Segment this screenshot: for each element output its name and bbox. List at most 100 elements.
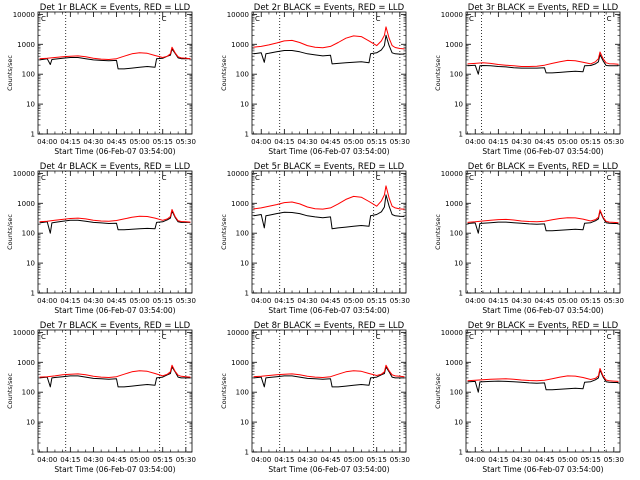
x-tick-label: 04:00 xyxy=(251,456,271,464)
y-axis-label: Counts/sec xyxy=(6,214,14,250)
y-tick-label: 100 xyxy=(236,71,249,79)
x-tick-label: 04:00 xyxy=(465,297,485,305)
series-line-lld xyxy=(39,364,191,378)
y-tick-label: 1000 xyxy=(231,200,249,208)
series-line-events xyxy=(467,54,619,75)
y-tick-label: 10 xyxy=(240,419,249,427)
y-tick-label: 100 xyxy=(22,71,35,79)
plot-frame xyxy=(37,11,193,135)
x-tick-label: 05:00 xyxy=(558,138,578,146)
x-tick-label: 05:15 xyxy=(367,456,387,464)
plot-frame xyxy=(465,11,621,135)
y-tick-label: 1 xyxy=(245,131,249,139)
x-tick-label: 04:30 xyxy=(83,297,103,305)
x-tick-label: 04:30 xyxy=(297,297,317,305)
chart-panel-9: Det 9r BLACK = Events, RED = LLD Start Ti… xyxy=(434,321,624,474)
y-tick-label: 10000 xyxy=(13,11,35,19)
x-tick-label: 05:00 xyxy=(130,138,150,146)
y-tick-label: 10 xyxy=(240,101,249,109)
y-tick-label: 10000 xyxy=(13,329,35,337)
x-tick-label: 05:15 xyxy=(367,138,387,146)
x-tick-label: 05:30 xyxy=(390,456,410,464)
flag-letter-start: C xyxy=(469,333,474,341)
x-tick-label: 04:30 xyxy=(511,297,531,305)
x-tick-label: 05:30 xyxy=(604,297,624,305)
x-tick-label: 05:15 xyxy=(581,138,601,146)
flag-letter-start: C xyxy=(255,333,260,341)
x-tick-label: 04:45 xyxy=(106,297,126,305)
x-tick-label: 04:30 xyxy=(297,456,317,464)
x-tick-label: 04:30 xyxy=(83,456,103,464)
x-tick-label: 05:00 xyxy=(130,297,150,305)
x-tick-label: 04:00 xyxy=(251,138,271,146)
x-tick-label: 04:45 xyxy=(534,456,554,464)
y-tick-label: 1 xyxy=(31,449,35,457)
x-tick-label: 05:30 xyxy=(176,138,196,146)
series-line-events xyxy=(39,210,191,234)
y-tick-label: 1 xyxy=(459,290,463,298)
chart-title: Det 7r BLACK = Events, RED = LLD xyxy=(40,321,191,331)
y-tick-label: 1000 xyxy=(231,41,249,49)
y-axis-label: Counts/sec xyxy=(220,55,228,91)
x-tick-label: 04:15 xyxy=(488,456,508,464)
x-tick-label: 05:30 xyxy=(176,456,196,464)
x-axis-label: Start Time (06-Feb-07 03:54:00) xyxy=(54,306,175,315)
x-axis-label: Start Time (06-Feb-07 03:54:00) xyxy=(54,147,175,156)
series-line-events xyxy=(39,48,191,70)
y-tick-label: 1 xyxy=(31,290,35,298)
chart-title: Det 5r BLACK = Events, RED = LLD xyxy=(254,162,405,172)
x-tick-label: 05:30 xyxy=(176,297,196,305)
series-line-events xyxy=(39,366,191,388)
y-tick-label: 10 xyxy=(454,101,463,109)
chart-title: Det 9r BLACK = Events, RED = LLD xyxy=(468,321,619,331)
series-line-events xyxy=(253,194,405,230)
x-tick-label: 05:30 xyxy=(390,297,410,305)
x-axis-label: Start Time (06-Feb-07 03:54:00) xyxy=(268,147,389,156)
x-tick-label: 05:15 xyxy=(153,138,173,146)
flag-letter-marker: C xyxy=(607,333,612,341)
series-line-lld xyxy=(253,26,405,50)
flag-letter-start: C xyxy=(41,15,46,23)
x-tick-label: 05:30 xyxy=(604,138,624,146)
x-tick-label: 04:15 xyxy=(60,456,80,464)
x-tick-label: 04:30 xyxy=(511,138,531,146)
x-axis-label: Start Time (06-Feb-07 03:54:00) xyxy=(482,147,603,156)
series-line-events xyxy=(253,366,405,388)
y-tick-label: 1000 xyxy=(17,200,35,208)
x-axis-label: Start Time (06-Feb-07 03:54:00) xyxy=(482,465,603,474)
x-tick-label: 04:15 xyxy=(60,138,80,146)
y-tick-label: 10 xyxy=(26,419,35,427)
chart-title: Det 8r BLACK = Events, RED = LLD xyxy=(254,321,405,331)
y-tick-label: 1000 xyxy=(231,359,249,367)
x-axis-label: Start Time (06-Feb-07 03:54:00) xyxy=(268,465,389,474)
x-tick-label: 04:00 xyxy=(465,138,485,146)
chart-panel-4: Det 4r BLACK = Events, RED = LLD Start Ti… xyxy=(6,162,196,315)
x-axis-label: Start Time (06-Feb-07 03:54:00) xyxy=(54,465,175,474)
y-tick-label: 1 xyxy=(245,290,249,298)
chart-panel-7: Det 7r BLACK = Events, RED = LLD Start Ti… xyxy=(6,321,196,474)
y-tick-label: 10000 xyxy=(227,170,249,178)
y-tick-label: 10000 xyxy=(13,170,35,178)
x-tick-label: 05:15 xyxy=(153,456,173,464)
chart-panel-2: Det 2r BLACK = Events, RED = LLD Start Ti… xyxy=(220,3,410,156)
x-tick-label: 05:00 xyxy=(558,456,578,464)
x-tick-label: 04:00 xyxy=(37,456,57,464)
chart-panel-1: Det 1r BLACK = Events, RED = LLD Start Ti… xyxy=(6,3,196,156)
y-tick-label: 1000 xyxy=(445,41,463,49)
flag-letter-marker: C xyxy=(376,174,381,182)
flag-letter-start: C xyxy=(469,174,474,182)
x-tick-label: 04:45 xyxy=(534,138,554,146)
series-line-lld xyxy=(467,51,619,67)
x-axis-label: Start Time (06-Feb-07 03:54:00) xyxy=(268,306,389,315)
chart-title: Det 1r BLACK = Events, RED = LLD xyxy=(40,3,191,13)
x-tick-label: 05:15 xyxy=(581,456,601,464)
flag-letter-start: C xyxy=(41,333,46,341)
y-tick-label: 100 xyxy=(22,230,35,238)
chart-panel-6: Det 6r BLACK = Events, RED = LLD Start Ti… xyxy=(434,162,624,315)
plot-frame xyxy=(251,329,407,453)
flag-letter-marker: C xyxy=(162,15,167,23)
y-axis-label: Counts/sec xyxy=(220,373,228,409)
x-tick-label: 04:30 xyxy=(297,138,317,146)
y-tick-label: 1 xyxy=(459,449,463,457)
